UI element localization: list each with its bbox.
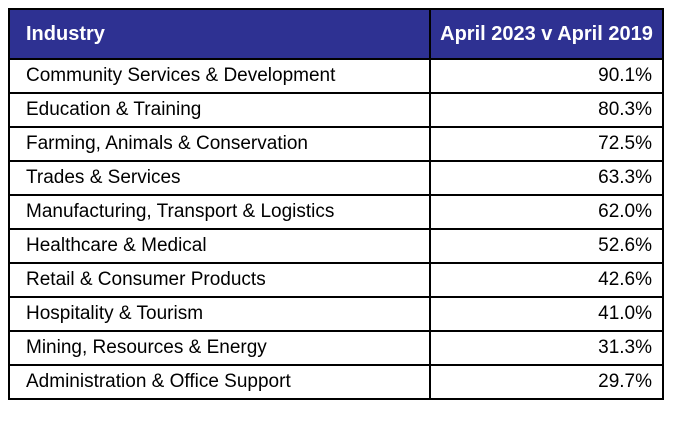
industry-cell: Manufacturing, Transport & Logistics xyxy=(8,194,431,230)
industry-comparison-table: Industry April 2023 v April 2019 Communi… xyxy=(8,8,664,400)
table-row: Farming, Animals & Conservation 72.5% xyxy=(8,126,664,162)
value-cell: 62.0% xyxy=(429,194,664,230)
industry-cell: Hospitality & Tourism xyxy=(8,296,431,332)
industry-cell: Community Services & Development xyxy=(8,58,431,94)
column-header-industry: Industry xyxy=(8,8,431,60)
value-cell: 63.3% xyxy=(429,160,664,196)
value-cell: 90.1% xyxy=(429,58,664,94)
value-cell: 29.7% xyxy=(429,364,664,400)
table-row: Administration & Office Support 29.7% xyxy=(8,364,664,400)
table-row: Hospitality & Tourism 41.0% xyxy=(8,296,664,332)
industry-cell: Education & Training xyxy=(8,92,431,128)
industry-cell: Administration & Office Support xyxy=(8,364,431,400)
table-row: Manufacturing, Transport & Logistics 62.… xyxy=(8,194,664,230)
table-row: Retail & Consumer Products 42.6% xyxy=(8,262,664,298)
value-cell: 41.0% xyxy=(429,296,664,332)
value-cell: 80.3% xyxy=(429,92,664,128)
industry-cell: Farming, Animals & Conservation xyxy=(8,126,431,162)
table-row: Mining, Resources & Energy 31.3% xyxy=(8,330,664,366)
value-cell: 52.6% xyxy=(429,228,664,264)
column-header-period-comparison: April 2023 v April 2019 xyxy=(429,8,664,60)
value-cell: 42.6% xyxy=(429,262,664,298)
table-row: Education & Training 80.3% xyxy=(8,92,664,128)
header-row: Industry April 2023 v April 2019 xyxy=(8,8,664,60)
table-body: Community Services & Development 90.1% E… xyxy=(8,58,664,400)
table-row: Trades & Services 63.3% xyxy=(8,160,664,196)
table-row: Healthcare & Medical 52.6% xyxy=(8,228,664,264)
industry-cell: Retail & Consumer Products xyxy=(8,262,431,298)
industry-comparison-table-container: Industry April 2023 v April 2019 Communi… xyxy=(8,8,664,400)
table-row: Community Services & Development 90.1% xyxy=(8,58,664,94)
industry-cell: Trades & Services xyxy=(8,160,431,196)
value-cell: 72.5% xyxy=(429,126,664,162)
table-header: Industry April 2023 v April 2019 xyxy=(8,8,664,60)
industry-cell: Mining, Resources & Energy xyxy=(8,330,431,366)
industry-cell: Healthcare & Medical xyxy=(8,228,431,264)
value-cell: 31.3% xyxy=(429,330,664,366)
